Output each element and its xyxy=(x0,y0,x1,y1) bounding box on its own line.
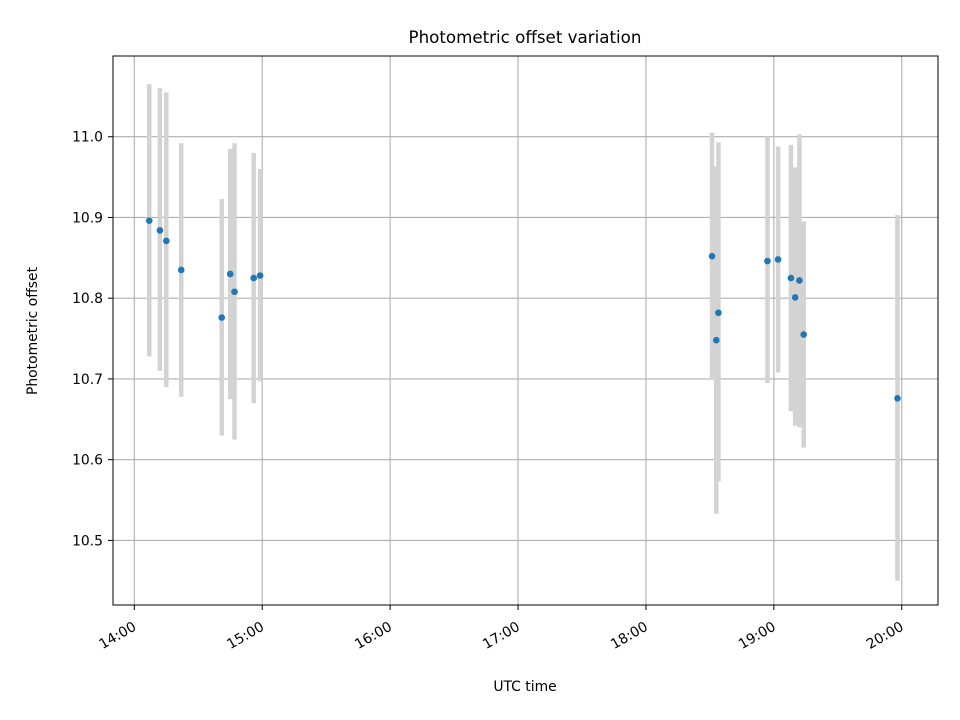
y-tick-label: 10.8 xyxy=(72,291,103,307)
data-point xyxy=(156,227,164,234)
data-point xyxy=(226,270,234,278)
data-point xyxy=(894,395,901,402)
y-tick-label: 10.5 xyxy=(72,533,103,549)
x-axis-title: UTC time xyxy=(493,679,556,695)
data-point xyxy=(256,272,264,279)
y-tick-label: 10.6 xyxy=(72,453,103,469)
chart-title: Photometric offset variation xyxy=(409,27,642,47)
y-axis-title: Photometric offset xyxy=(25,266,41,395)
data-point xyxy=(145,217,153,224)
data-point xyxy=(177,266,185,274)
data-point xyxy=(774,256,782,263)
data-point xyxy=(791,294,799,301)
data-point xyxy=(231,288,238,296)
data-point xyxy=(162,237,170,245)
data-point xyxy=(218,314,226,321)
data-point xyxy=(715,309,722,317)
data-point xyxy=(712,336,720,344)
data-point xyxy=(764,257,771,265)
y-tick-label: 10.9 xyxy=(72,210,103,226)
data-point xyxy=(787,274,795,282)
y-axis: 10.5 10.6 10.7 10.8 10.9 11.0 xyxy=(72,130,113,549)
y-tick-label: 11.0 xyxy=(72,130,103,146)
data-point xyxy=(796,277,803,284)
data-points xyxy=(145,217,901,402)
data-point xyxy=(708,252,716,260)
plot-frame xyxy=(112,55,939,606)
data-point xyxy=(250,274,257,282)
data-point xyxy=(800,331,807,338)
y-tick-label: 10.7 xyxy=(72,372,103,388)
